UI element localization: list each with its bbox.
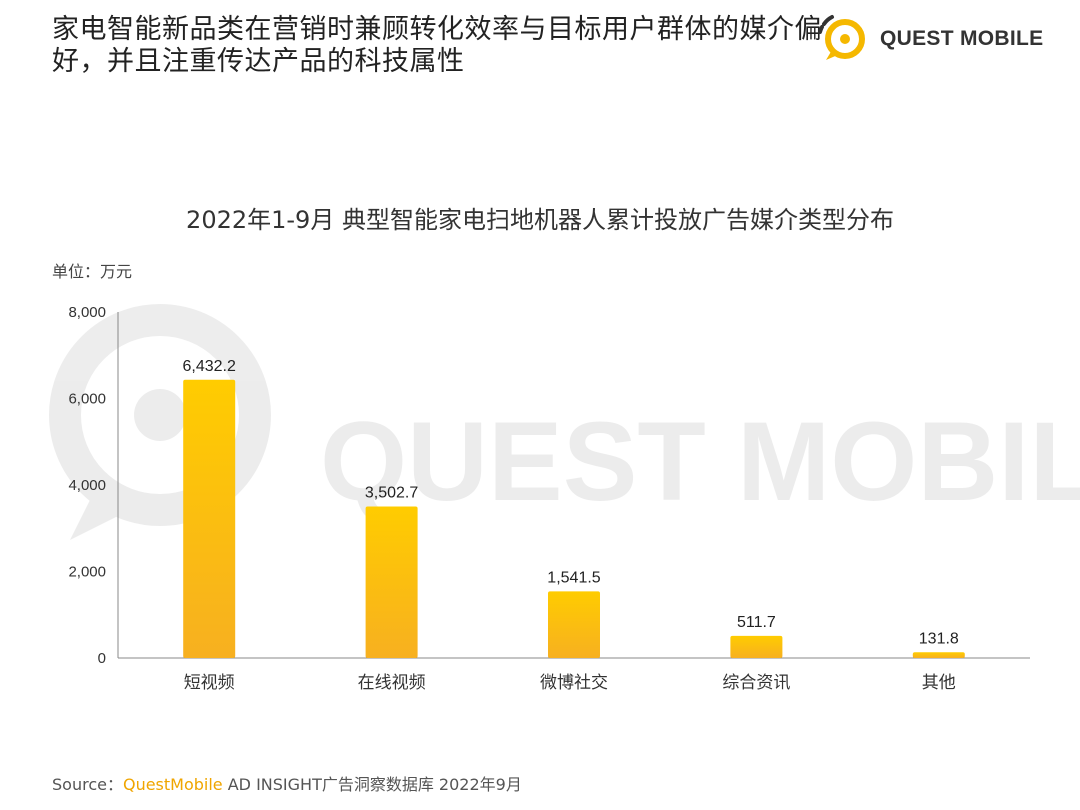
headline: 家电智能新品类在营销时兼顾转化效率与目标用户群体的媒介偏好，并且注重传达产品的科… (52, 14, 822, 77)
y-tick-label: 4,000 (68, 477, 106, 494)
bar (365, 506, 418, 658)
bar (548, 591, 600, 658)
bar-value-label: 6,432.2 (183, 358, 236, 375)
x-category-label: 综合资讯 (722, 673, 790, 693)
x-category-label: 短视频 (184, 673, 235, 693)
watermark: QUEST MOBILE (49, 304, 1080, 540)
y-tick-label: 0 (98, 650, 106, 667)
x-category-label: 微博社交 (540, 673, 608, 693)
bar-value-label: 131.8 (919, 630, 959, 647)
brand-name: QUEST MOBILE (880, 27, 1044, 50)
source-note: Source：QuestMobile AD INSIGHT广告洞察数据库 202… (52, 771, 522, 795)
y-tick-label: 8,000 (68, 304, 106, 321)
x-category-label: 在线视频 (358, 673, 426, 693)
source-prefix: Source： (52, 775, 123, 794)
y-tick-label: 2,000 (68, 564, 106, 581)
bar (183, 379, 236, 658)
unit-label: 单位：万元 (52, 262, 133, 281)
y-tick-label: 6,000 (68, 391, 106, 408)
bar-value-label: 3,502.7 (365, 485, 418, 502)
quest-mobile-logo-icon (818, 15, 865, 60)
bar (730, 635, 783, 658)
chart-title: 2022年1-9月 典型智能家电扫地机器人累计投放广告媒介类型分布 (186, 206, 894, 234)
brand-logo: QUEST MOBILE (818, 14, 1043, 64)
x-category-label: 其他 (922, 673, 956, 693)
bar-value-label: 511.7 (737, 614, 776, 631)
source-rest: AD INSIGHT广告洞察数据库 2022年9月 (222, 775, 522, 794)
watermark-text: QUEST MOBILE (320, 399, 1080, 524)
bar-value-label: 1,541.5 (547, 569, 600, 586)
bar (912, 652, 965, 658)
source-brand: QuestMobile (122, 775, 223, 794)
